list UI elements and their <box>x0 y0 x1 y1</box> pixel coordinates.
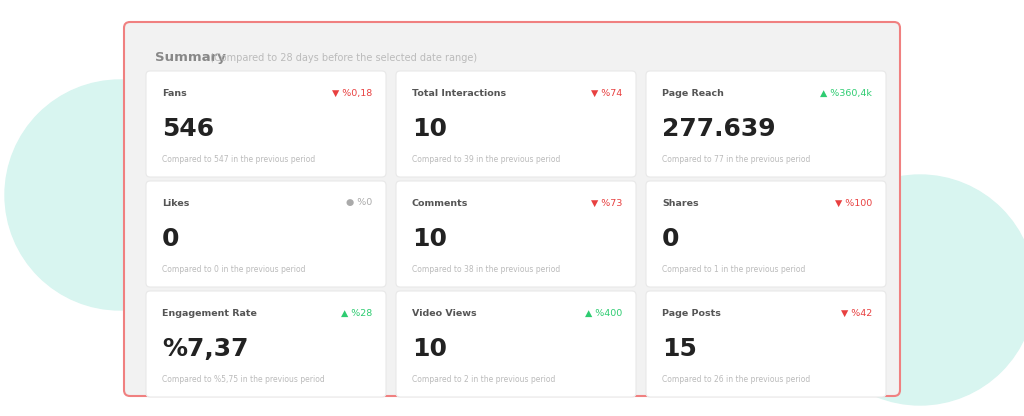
Text: 0: 0 <box>662 227 680 251</box>
FancyBboxPatch shape <box>396 71 636 177</box>
Text: ● %0: ● %0 <box>346 198 372 208</box>
FancyBboxPatch shape <box>646 181 886 287</box>
FancyBboxPatch shape <box>124 22 900 396</box>
Text: 10: 10 <box>412 117 447 141</box>
Text: 15: 15 <box>662 337 697 361</box>
Text: Compared to 2 in the previous period: Compared to 2 in the previous period <box>412 374 555 384</box>
FancyBboxPatch shape <box>646 291 886 397</box>
Circle shape <box>5 80 234 310</box>
Text: Engagement Rate: Engagement Rate <box>162 309 257 317</box>
Text: Compared to %5,75 in the previous period: Compared to %5,75 in the previous period <box>162 374 325 384</box>
FancyBboxPatch shape <box>146 71 386 177</box>
Text: (Compared to 28 days before the selected date range): (Compared to 28 days before the selected… <box>207 53 477 63</box>
FancyBboxPatch shape <box>646 71 886 177</box>
Text: ▲ %400: ▲ %400 <box>585 309 622 317</box>
Text: ▼ %0,18: ▼ %0,18 <box>332 89 372 97</box>
FancyBboxPatch shape <box>396 291 636 397</box>
Text: ▲ %360,4k: ▲ %360,4k <box>820 89 872 97</box>
Text: 10: 10 <box>412 227 447 251</box>
Text: ▲ %28: ▲ %28 <box>341 309 372 317</box>
Text: ▼ %42: ▼ %42 <box>841 309 872 317</box>
Text: Compared to 0 in the previous period: Compared to 0 in the previous period <box>162 265 305 273</box>
Circle shape <box>805 175 1024 405</box>
Text: 10: 10 <box>412 337 447 361</box>
Text: Compared to 39 in the previous period: Compared to 39 in the previous period <box>412 154 560 163</box>
Text: 546: 546 <box>162 117 214 141</box>
FancyBboxPatch shape <box>146 291 386 397</box>
Text: Page Posts: Page Posts <box>662 309 721 317</box>
Text: Compared to 77 in the previous period: Compared to 77 in the previous period <box>662 154 810 163</box>
Text: Comments: Comments <box>412 198 468 208</box>
FancyBboxPatch shape <box>146 181 386 287</box>
Text: Shares: Shares <box>662 198 698 208</box>
Text: Video Views: Video Views <box>412 309 476 317</box>
Text: Summary: Summary <box>155 52 226 64</box>
Text: ▼ %100: ▼ %100 <box>835 198 872 208</box>
Text: Page Reach: Page Reach <box>662 89 724 97</box>
Text: Compared to 38 in the previous period: Compared to 38 in the previous period <box>412 265 560 273</box>
Text: 0: 0 <box>162 227 179 251</box>
Text: Compared to 1 in the previous period: Compared to 1 in the previous period <box>662 265 805 273</box>
Text: 277.639: 277.639 <box>662 117 775 141</box>
Text: Compared to 26 in the previous period: Compared to 26 in the previous period <box>662 374 810 384</box>
FancyBboxPatch shape <box>396 181 636 287</box>
Text: ▼ %74: ▼ %74 <box>591 89 622 97</box>
Text: Likes: Likes <box>162 198 189 208</box>
Text: %7,37: %7,37 <box>162 337 249 361</box>
Text: Fans: Fans <box>162 89 186 97</box>
Text: Total Interactions: Total Interactions <box>412 89 506 97</box>
Text: ▼ %73: ▼ %73 <box>591 198 622 208</box>
Text: Compared to 547 in the previous period: Compared to 547 in the previous period <box>162 154 315 163</box>
